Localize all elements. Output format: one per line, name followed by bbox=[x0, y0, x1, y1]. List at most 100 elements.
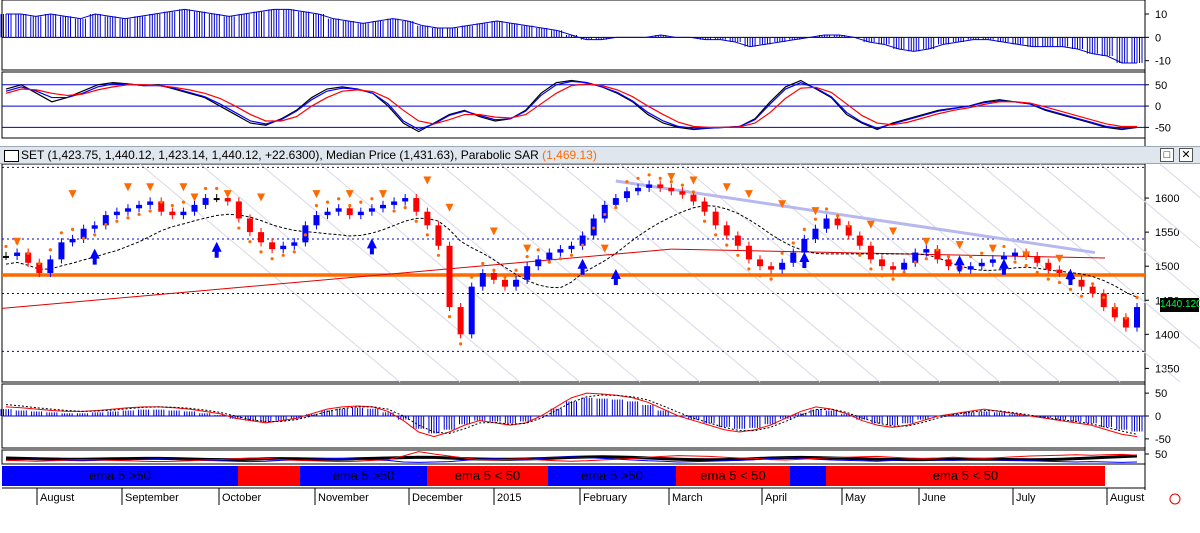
sar-dot bbox=[1124, 316, 1128, 320]
candle-body bbox=[58, 242, 65, 260]
candle-body bbox=[668, 187, 675, 192]
sar-dot bbox=[736, 253, 740, 257]
candle-body bbox=[191, 204, 198, 212]
candle-body bbox=[202, 198, 209, 205]
sar-dot bbox=[1113, 306, 1117, 310]
candle-body bbox=[313, 215, 320, 226]
candle-body bbox=[435, 225, 442, 246]
candle-body bbox=[967, 266, 974, 270]
signal-segment bbox=[548, 466, 676, 486]
y-tick-label: -50 bbox=[1155, 122, 1171, 134]
candle-body bbox=[834, 218, 841, 226]
x-tick-label: July bbox=[1016, 492, 1036, 504]
x-tick-label: October bbox=[222, 492, 261, 504]
x-tick-label: March bbox=[672, 492, 703, 504]
candle-body bbox=[224, 198, 231, 202]
candle-body bbox=[80, 228, 87, 239]
candle-body bbox=[1000, 255, 1007, 260]
sell-arrow-icon bbox=[489, 227, 498, 236]
signal-segment-label: ema 5 < 50 bbox=[700, 468, 765, 483]
buy-arrow-icon bbox=[577, 258, 588, 275]
sar-dot bbox=[59, 231, 64, 235]
candle-legend-icon bbox=[4, 150, 19, 162]
candle-body bbox=[280, 245, 287, 250]
sar-dot bbox=[758, 274, 762, 278]
sar-dot bbox=[82, 236, 86, 240]
sell-arrow-icon bbox=[190, 193, 199, 202]
sell-arrow-icon bbox=[689, 176, 698, 185]
sar-dot bbox=[813, 217, 818, 221]
y-tick-label: 0 bbox=[1155, 411, 1161, 423]
candle-body bbox=[601, 204, 608, 219]
gann-line bbox=[559, 163, 821, 383]
candle-body bbox=[235, 201, 242, 219]
candle-body bbox=[635, 187, 642, 192]
signal-segment bbox=[2, 466, 238, 486]
sar-dot bbox=[858, 253, 862, 257]
y-tick-label: -10 bbox=[1155, 56, 1171, 68]
sell-arrow-icon bbox=[988, 244, 997, 253]
sar-dot bbox=[791, 241, 795, 245]
sar-dot bbox=[702, 219, 707, 223]
candle-body bbox=[258, 232, 265, 243]
candle-body bbox=[524, 266, 531, 280]
sar-dot bbox=[1079, 294, 1084, 298]
candle-body bbox=[357, 211, 364, 216]
adx-line-2 bbox=[5, 451, 1138, 463]
sell-arrow-icon bbox=[123, 183, 132, 192]
buy-arrow-icon bbox=[998, 258, 1009, 275]
maximize-button[interactable]: □ bbox=[1160, 148, 1174, 162]
candle-body bbox=[657, 184, 664, 188]
candle-body bbox=[158, 201, 165, 212]
gann-line bbox=[1039, 163, 1200, 299]
sar-dot bbox=[425, 233, 429, 237]
sar-dot bbox=[714, 233, 718, 237]
sar-dot bbox=[370, 197, 374, 201]
candle-body bbox=[701, 201, 708, 212]
sar-dot bbox=[880, 274, 884, 278]
y-tick-label: 1500 bbox=[1155, 261, 1179, 273]
signal-segment bbox=[790, 466, 826, 486]
signal-segment-label: ema 5 < 50 bbox=[455, 468, 520, 483]
x-tick-label: August bbox=[40, 492, 74, 504]
momentum-outline bbox=[6, 8, 1137, 64]
sar-dot bbox=[436, 253, 441, 257]
sar-dot bbox=[215, 186, 219, 191]
sar-dot bbox=[614, 206, 618, 210]
candle-body bbox=[91, 225, 98, 229]
sell-arrow-icon bbox=[146, 183, 155, 192]
sar-dot bbox=[348, 203, 352, 208]
sell-arrow-icon bbox=[866, 220, 875, 229]
sar-dot bbox=[946, 255, 951, 259]
sar-dot bbox=[1068, 287, 1073, 291]
sar-dot bbox=[1091, 282, 1095, 286]
sar-dot bbox=[470, 275, 474, 279]
close-button[interactable]: ✕ bbox=[1179, 148, 1193, 162]
candle-body bbox=[14, 252, 21, 256]
stochastic-line-2 bbox=[5, 83, 1137, 128]
sell-arrow-icon bbox=[1055, 254, 1064, 263]
sell-arrow-icon bbox=[889, 227, 898, 236]
candle-body bbox=[446, 245, 453, 308]
gann-line bbox=[979, 163, 1200, 350]
sar-dot bbox=[459, 342, 463, 346]
sar-dot bbox=[780, 251, 784, 255]
sar-dot bbox=[514, 268, 518, 272]
sar-dot bbox=[26, 251, 30, 255]
pane-frame-2 bbox=[1, 163, 1146, 383]
candle-body bbox=[646, 184, 653, 188]
candle-body bbox=[136, 204, 143, 209]
buy-arrow-icon bbox=[89, 248, 100, 265]
sell-arrow-icon bbox=[523, 244, 532, 253]
candle-body bbox=[978, 262, 985, 267]
x-tick-label: September bbox=[125, 492, 179, 504]
candle-body bbox=[901, 262, 908, 270]
candle-body bbox=[324, 211, 331, 216]
signal-segment-label: ema 5 < 50 bbox=[933, 468, 998, 483]
y-tick-label: -50 bbox=[1155, 434, 1171, 446]
candle-body bbox=[1100, 293, 1107, 308]
main-pane-title-bar: SET (1,423.75, 1,440.12, 1,423.14, 1,440… bbox=[0, 146, 1200, 164]
sar-dot bbox=[924, 257, 928, 261]
sar-dot bbox=[4, 244, 8, 249]
sar-dot bbox=[1102, 295, 1106, 300]
